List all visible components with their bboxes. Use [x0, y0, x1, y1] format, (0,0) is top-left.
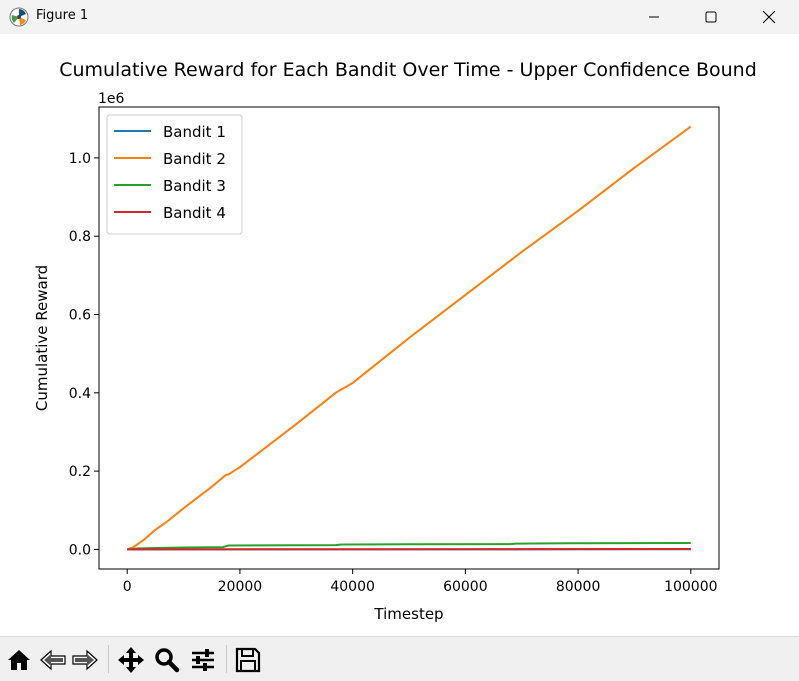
chart-title: Cumulative Reward for Each Bandit Over T…: [59, 59, 757, 81]
legend-label: Bandit 3: [163, 177, 226, 195]
legend-label: Bandit 2: [163, 150, 226, 168]
close-icon: [762, 10, 776, 24]
save-button[interactable]: [233, 645, 263, 675]
back-button[interactable]: [38, 645, 68, 675]
configure-subplots-button[interactable]: [188, 645, 218, 675]
pan-button[interactable]: [116, 645, 146, 675]
y-tick-label: 0.4: [69, 386, 91, 402]
y-offset-text: 1e6: [98, 91, 125, 107]
x-tick-label: 40000: [330, 579, 375, 595]
save-icon: [235, 647, 261, 673]
back-arrow-icon: [39, 648, 67, 672]
legend: Bandit 1 Bandit 2 Bandit 3 Bandit 4: [107, 115, 242, 234]
legend-label: Bandit 1: [163, 123, 226, 141]
forward-button[interactable]: [70, 645, 100, 675]
home-button[interactable]: [4, 645, 34, 675]
zoom-button[interactable]: [152, 645, 182, 675]
window-titlebar: Figure 1: [0, 0, 799, 34]
zoom-icon: [154, 647, 180, 673]
y-axis-label: Cumulative Reward: [33, 265, 51, 411]
matplotlib-logo-icon: [9, 7, 29, 27]
x-tick-label: 60000: [443, 579, 488, 595]
sliders-icon: [190, 647, 216, 673]
y-tick-label: 1.0: [69, 151, 91, 167]
x-tick-label: 0: [123, 579, 132, 595]
y-tick-label: 0.6: [69, 308, 91, 324]
maximize-button[interactable]: [682, 0, 740, 34]
toolbar-separator: [226, 645, 227, 673]
move-icon: [117, 646, 145, 674]
y-tick-label: 0.0: [69, 542, 91, 558]
x-tick-label: 80000: [556, 579, 601, 595]
forward-arrow-icon: [71, 648, 99, 672]
toolbar-separator: [108, 645, 109, 673]
window-title: Figure 1: [36, 8, 88, 23]
minimize-button[interactable]: [625, 0, 683, 34]
navigation-toolbar: [0, 636, 799, 681]
maximize-icon: [705, 11, 717, 23]
x-tick-label: 100000: [664, 579, 717, 595]
y-tick-label: 0.8: [69, 229, 91, 245]
legend-label: Bandit 4: [163, 204, 226, 222]
close-button[interactable]: [740, 0, 798, 34]
minimize-icon: [648, 11, 660, 23]
y-tick-label: 0.2: [69, 464, 91, 480]
figure-canvas[interactable]: Cumulative Reward for Each Bandit Over T…: [0, 34, 799, 636]
line-chart: Cumulative Reward for Each Bandit Over T…: [0, 34, 799, 636]
x-tick-label: 20000: [218, 579, 263, 595]
x-axis-label: Timestep: [373, 605, 443, 623]
home-icon: [6, 647, 32, 673]
